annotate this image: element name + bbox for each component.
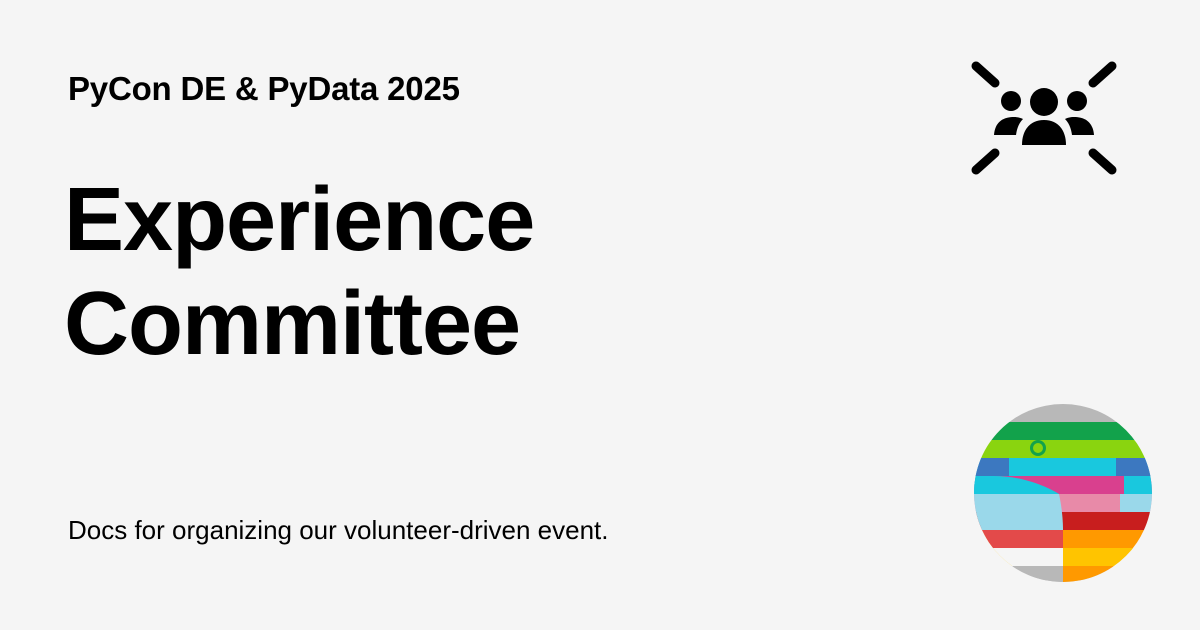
page-description: Docs for organizing our volunteer-driven… xyxy=(68,515,609,545)
page-title: Experience Committee xyxy=(64,168,535,376)
title-line-2: Committee xyxy=(64,274,521,374)
pycon-de-pydata-logo xyxy=(974,404,1152,582)
event-name: PyCon DE & PyData 2025 xyxy=(68,70,460,107)
title-line-1: Experience xyxy=(64,170,535,270)
group-focus-icon xyxy=(971,61,1117,175)
